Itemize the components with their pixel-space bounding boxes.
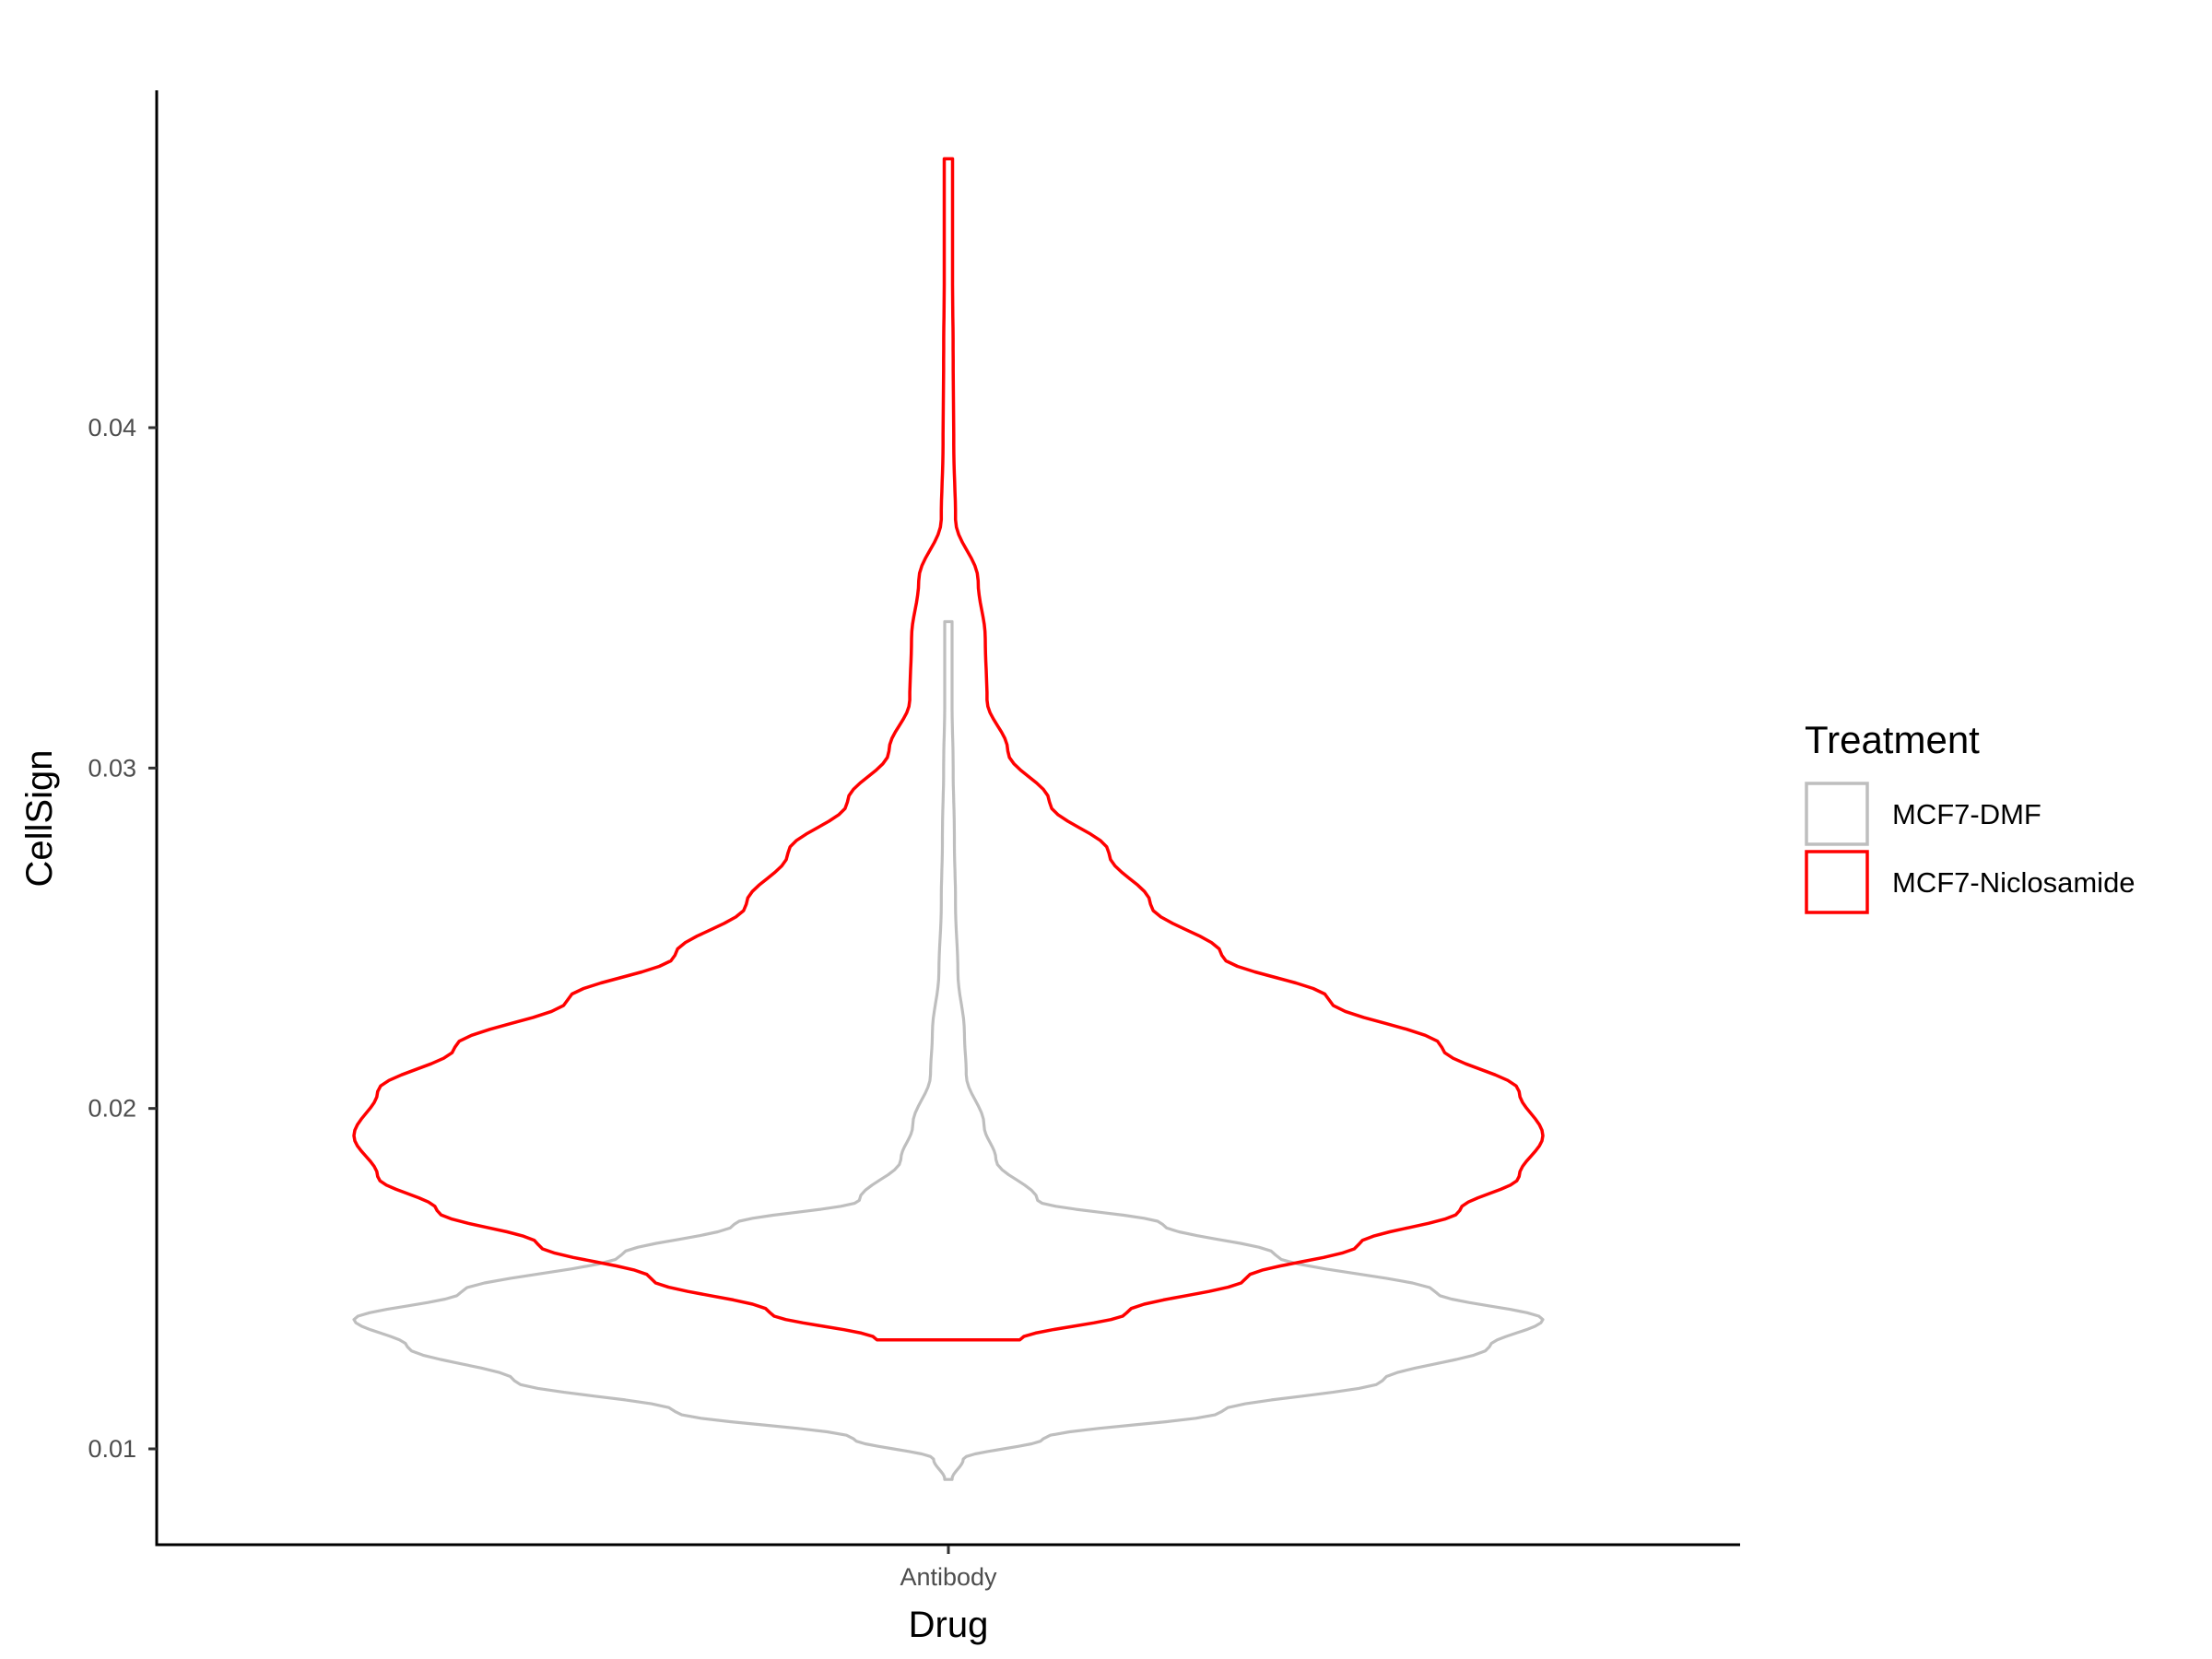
legend-label: MCF7-Niclosamide [1892, 866, 2136, 899]
x-axis-title: Drug [909, 1605, 989, 1645]
legend-key-mcf7-niclosamide [1805, 850, 1869, 914]
y-axis-title: CellSign [19, 750, 60, 888]
y-tick-label: 0.04 [88, 414, 136, 441]
y-ticks: 0.01 0.02 0.03 0.04 [88, 414, 157, 1463]
x-tick-label: Antibody [900, 1563, 997, 1591]
violin-mcf7-dmf [352, 619, 1545, 1481]
violin-mcf7-niclosamide [352, 157, 1545, 1342]
legend-title: Treatment [1805, 718, 1980, 761]
violins-layer [352, 157, 1545, 1481]
y-tick-label: 0.03 [88, 754, 136, 782]
y-tick-label: 0.02 [88, 1095, 136, 1123]
legend-label: MCF7-DMF [1892, 798, 2041, 830]
axes-layer [155, 90, 1740, 1547]
x-ticks: Antibody [900, 1546, 997, 1591]
y-tick-label: 0.01 [88, 1435, 136, 1463]
legend-key-mcf7-dmf [1805, 782, 1869, 846]
legend: Treatment MCF7-DMF MCF7-Niclosamide [1805, 718, 2136, 914]
